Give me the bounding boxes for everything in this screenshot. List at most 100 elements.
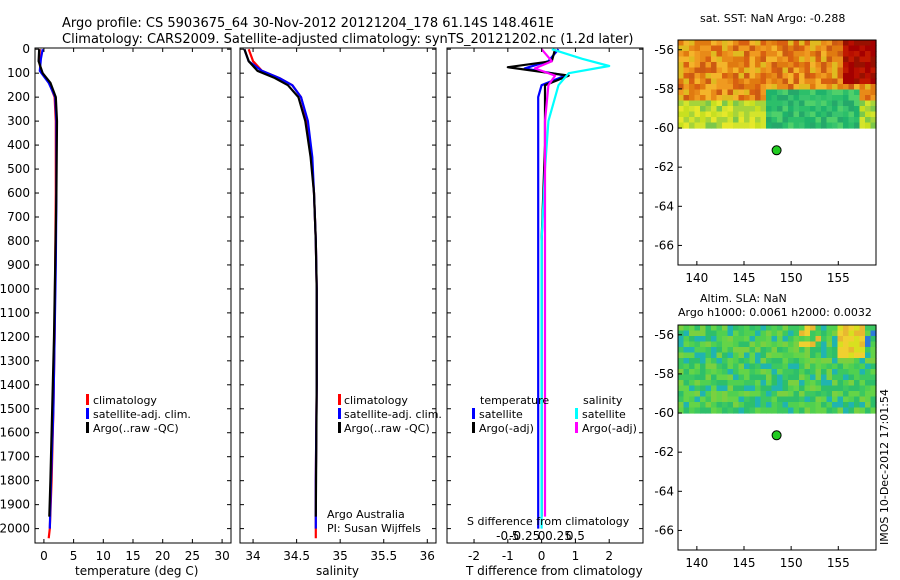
heatmap-cell (865, 51, 872, 58)
heatmap-cell (771, 407, 778, 414)
heatmap-cell (694, 363, 701, 370)
heatmap-cell (760, 369, 767, 376)
heatmap-cell (771, 385, 778, 392)
heatmap-cell (738, 73, 745, 80)
heatmap-cell (810, 358, 817, 365)
heatmap-cell (815, 84, 822, 91)
heatmap-cell (733, 78, 740, 85)
heatmap-cell (683, 40, 690, 47)
heatmap-cell (716, 341, 723, 348)
heatmap-cell (755, 95, 762, 102)
heatmap-cell (788, 122, 795, 129)
depth-tick-label: 1700 (0, 450, 30, 464)
heatmap-cell (771, 111, 778, 118)
heatmap-cell (727, 84, 734, 91)
heatmap-cell (843, 347, 850, 354)
heatmap-cell (782, 117, 789, 124)
heatmap-cell (716, 51, 723, 58)
legend-swatch-argo (86, 422, 89, 433)
heatmap-cell (749, 73, 756, 80)
heatmap-cell (777, 106, 784, 113)
heatmap-cell (799, 78, 806, 85)
heatmap-cell (821, 111, 828, 118)
heatmap-cell (777, 40, 784, 47)
heatmap-cell (815, 341, 822, 348)
heatmap-cell (771, 341, 778, 348)
heatmap-cell (705, 407, 712, 414)
heatmap-cell (766, 67, 773, 74)
heatmap-cell (843, 391, 850, 398)
legend-label-climatology: climatology (344, 394, 408, 407)
heatmap-cell (722, 396, 729, 403)
heatmap-cell (804, 56, 811, 63)
heatmap-cell (854, 45, 861, 52)
heatmap-cell (810, 62, 817, 69)
heatmap-cell (727, 391, 734, 398)
heatmap-cell (705, 67, 712, 74)
heatmap-cell (722, 325, 729, 332)
heatmap-cell (694, 358, 701, 365)
heatmap-cell (815, 45, 822, 52)
heatmap-cell (689, 402, 696, 409)
heatmap-cell (859, 122, 866, 129)
heatmap-cell (837, 363, 844, 370)
heatmap-cell (738, 45, 745, 52)
heatmap-cell (821, 330, 828, 337)
heatmap-cell (793, 95, 800, 102)
heatmap-cell (755, 45, 762, 52)
heatmap-cell (837, 78, 844, 85)
heatmap-cell (744, 117, 751, 124)
heatmap-cell (700, 407, 707, 414)
heatmap-cell (843, 73, 850, 80)
heatmap-cell (683, 111, 690, 118)
heatmap-cell (722, 51, 729, 58)
legend-label-temp-argo: Argo(-adj) (479, 422, 534, 435)
heatmap-cell (766, 352, 773, 359)
depth-tick-label: 1000 (0, 282, 30, 296)
heatmap-cell (700, 358, 707, 365)
heatmap-cell (722, 45, 729, 52)
heatmap-cell (727, 106, 734, 113)
heatmap-cell (843, 45, 850, 52)
heatmap-cell (777, 117, 784, 124)
heatmap-cell (689, 62, 696, 69)
heatmap-cell (727, 358, 734, 365)
heatmap-cell (865, 95, 872, 102)
heatmap-cell (760, 336, 767, 343)
heatmap-cell (711, 56, 718, 63)
heatmap-cell (821, 78, 828, 85)
heatmap-cell (793, 51, 800, 58)
map-x-tick-label: 155 (827, 271, 850, 285)
heatmap-cell (705, 369, 712, 376)
heatmap-cell (865, 45, 872, 52)
heatmap-cell (859, 67, 866, 74)
heatmap-cell (766, 89, 773, 96)
heatmap-cell (848, 402, 855, 409)
heatmap-cell (848, 51, 855, 58)
heatmap-cell (749, 111, 756, 118)
heatmap-cell (793, 385, 800, 392)
heatmap-cell (843, 325, 850, 332)
heatmap-cell (738, 352, 745, 359)
heatmap-cell (837, 51, 844, 58)
heatmap-cell (694, 73, 701, 80)
heatmap-cell (744, 111, 751, 118)
heatmap-cell (870, 396, 877, 403)
heatmap-cell (678, 40, 685, 47)
heatmap-cell (705, 117, 712, 124)
heatmap-cell (788, 73, 795, 80)
heatmap-cell (733, 51, 740, 58)
difference-legend: temperature salinity satellite Argo(-adj… (472, 394, 637, 435)
heatmap-cell (837, 330, 844, 337)
heatmap-cell (683, 358, 690, 365)
heatmap-cell (738, 347, 745, 354)
heatmap-cell (815, 51, 822, 58)
heatmap-cell (865, 62, 872, 69)
heatmap-cell (744, 95, 751, 102)
heatmap-cell (804, 396, 811, 403)
map-y-tick-label: -58 (654, 367, 674, 381)
heatmap-cell (799, 95, 806, 102)
heatmap-cell (848, 341, 855, 348)
heatmap-cell (683, 396, 690, 403)
heatmap-cell (705, 51, 712, 58)
